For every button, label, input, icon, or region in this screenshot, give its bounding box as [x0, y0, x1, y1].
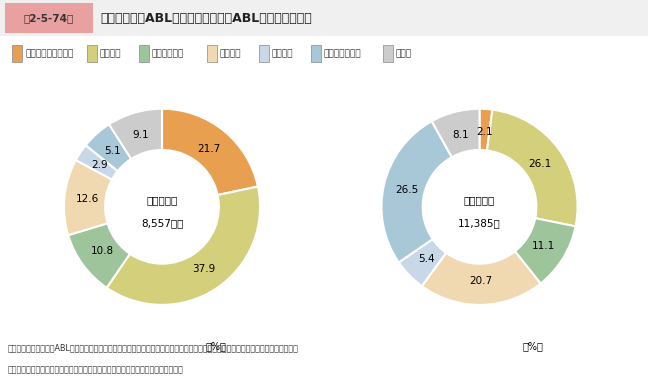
- Text: 第2-5-74図: 第2-5-74図: [24, 13, 74, 23]
- Wedge shape: [422, 251, 540, 305]
- Text: 業態別に見たABL実行金額の割合とABL実行件数の割合: 業態別に見たABL実行金額の割合とABL実行件数の割合: [100, 12, 312, 25]
- Wedge shape: [399, 239, 446, 286]
- Bar: [139, 45, 149, 62]
- Text: 資料：経済産業省「「ABLの現状、普及促進に向けた課題び債権法改正等を踏まえた産業金融における実務対応の調査検討」報告書」: 資料：経済産業省「「ABLの現状、普及促進に向けた課題び債権法改正等を踏まえた産…: [8, 344, 299, 353]
- Bar: [5, 3, 93, 33]
- Wedge shape: [107, 187, 260, 305]
- Wedge shape: [480, 109, 492, 151]
- Text: 11.1: 11.1: [531, 241, 555, 251]
- Text: 第二地方銀行: 第二地方銀行: [152, 49, 184, 58]
- Wedge shape: [162, 109, 258, 195]
- Wedge shape: [86, 124, 132, 171]
- Text: 信用組合: 信用組合: [272, 49, 294, 58]
- Wedge shape: [64, 160, 112, 235]
- Text: 10.8: 10.8: [90, 246, 113, 256]
- Bar: [311, 45, 321, 62]
- Text: 信用金庫: 信用金庫: [220, 49, 242, 58]
- Text: （%）: （%）: [523, 341, 544, 351]
- Text: 2.9: 2.9: [92, 160, 108, 170]
- Bar: [87, 45, 97, 62]
- Text: 37.9: 37.9: [192, 264, 215, 274]
- Bar: [12, 45, 22, 62]
- Text: 2.1: 2.1: [476, 128, 492, 137]
- Text: 金額の割合: 金額の割合: [146, 195, 178, 205]
- Text: （%）: （%）: [205, 341, 226, 351]
- Wedge shape: [487, 110, 577, 226]
- Text: 8,557億円: 8,557億円: [141, 218, 183, 229]
- Wedge shape: [109, 109, 162, 159]
- Text: （注）　信用金庫には信用組合中央金庫を含み、その他には業種未回答分も含む。: （注） 信用金庫には信用組合中央金庫を含み、その他には業種未回答分も含む。: [8, 365, 184, 374]
- Text: 8.1: 8.1: [452, 130, 469, 140]
- Text: 21.7: 21.7: [197, 144, 220, 154]
- Wedge shape: [68, 223, 130, 288]
- Text: 5.4: 5.4: [418, 254, 434, 264]
- Wedge shape: [382, 121, 452, 262]
- Text: その他: その他: [396, 49, 412, 58]
- Bar: [383, 45, 393, 62]
- Text: 9.1: 9.1: [133, 130, 149, 140]
- Text: 都市銀行、信託銀行: 都市銀行、信託銀行: [25, 49, 73, 58]
- Wedge shape: [515, 218, 575, 283]
- Text: 5.1: 5.1: [104, 146, 121, 156]
- Text: 12.6: 12.6: [76, 194, 100, 204]
- Text: 件数の割合: 件数の割合: [464, 195, 495, 205]
- Text: 26.1: 26.1: [529, 159, 552, 169]
- Text: 地方銀行: 地方銀行: [100, 49, 122, 58]
- Text: 政府系金融機関: 政府系金融機関: [324, 49, 362, 58]
- Text: 20.7: 20.7: [470, 276, 492, 286]
- Text: 26.5: 26.5: [395, 185, 419, 195]
- Wedge shape: [76, 145, 118, 180]
- Bar: [259, 45, 269, 62]
- Text: 11,385件: 11,385件: [458, 218, 501, 229]
- Wedge shape: [432, 109, 480, 157]
- Bar: [207, 45, 217, 62]
